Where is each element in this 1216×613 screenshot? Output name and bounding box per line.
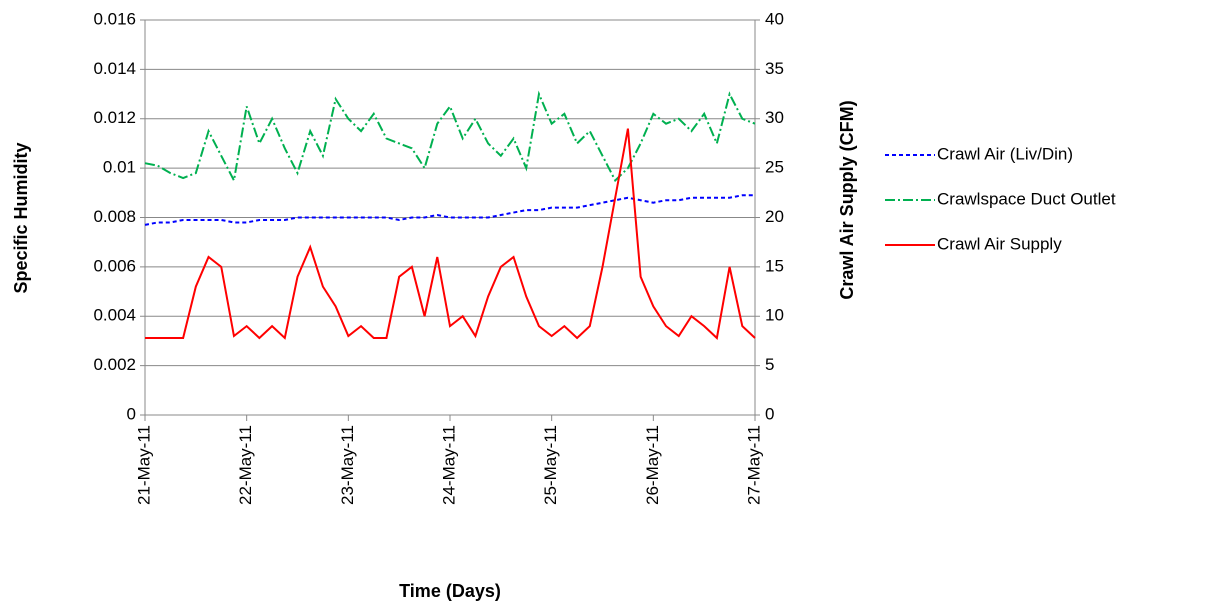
legend-label: Crawlspace Duct Outlet <box>937 189 1116 208</box>
y-tick-label: 0.01 <box>103 158 136 177</box>
plot-frame <box>144 19 756 416</box>
x-axis-label: Time (Days) <box>399 581 501 601</box>
y-tick-label: 0 <box>127 404 136 423</box>
y2-tick-label: 20 <box>765 207 784 226</box>
x-tick-label: 22-May-11 <box>236 425 255 505</box>
x-tick-label: 21-May-11 <box>134 425 153 505</box>
y-tick-label: 0.008 <box>93 207 136 226</box>
y2-tick-label: 0 <box>765 404 774 423</box>
series-line <box>144 194 755 226</box>
y2-tick-label: 15 <box>765 256 784 275</box>
y2-tick-label: 5 <box>765 355 774 374</box>
x-tick-label: 26-May-11 <box>643 425 662 505</box>
legend-label: Crawl Air (Liv/Din) <box>937 144 1073 163</box>
y2-tick-label: 35 <box>765 59 784 78</box>
y2-tick-label: 30 <box>765 108 784 127</box>
y-tick-label: 0.012 <box>93 108 136 127</box>
x-tick-label: 24-May-11 <box>439 425 458 505</box>
legend-label: Crawl Air Supply <box>937 234 1062 253</box>
series-line <box>145 128 756 340</box>
series-line <box>144 90 756 184</box>
y-tick-label: 0.016 <box>93 9 136 28</box>
y2-tick-label: 40 <box>765 9 784 28</box>
y2-axis-label: Crawl Air Supply (CFM) <box>837 100 857 299</box>
y2-tick-label: 10 <box>765 306 784 325</box>
y-tick-label: 0.006 <box>93 256 136 275</box>
y-tick-label: 0.004 <box>93 306 136 325</box>
y-tick-label: 0.014 <box>93 59 136 78</box>
y-axis-label: Specific Humidity <box>11 142 31 293</box>
x-tick-label: 27-May-11 <box>744 425 763 505</box>
y2-tick-label: 25 <box>765 158 784 177</box>
x-tick-label: 25-May-11 <box>541 425 560 505</box>
x-tick-label: 23-May-11 <box>338 425 357 505</box>
y-tick-label: 0.002 <box>93 355 136 374</box>
